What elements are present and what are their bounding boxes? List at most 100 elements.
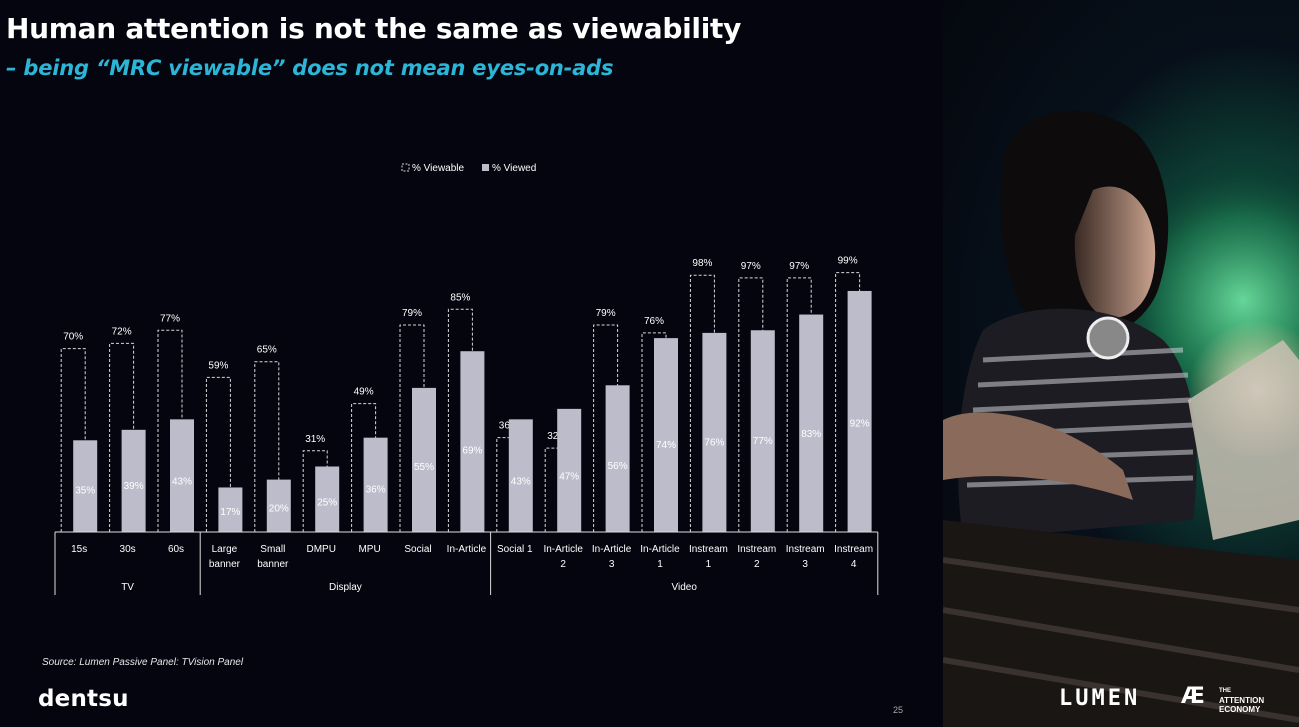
- viewed-value-label: 43%: [511, 476, 531, 487]
- slide-title: Human attention is not the same as viewa…: [6, 12, 742, 45]
- legend-label-viewable: % Viewable: [412, 163, 465, 174]
- viewed-bar: [702, 332, 727, 532]
- ae-text-top: THE: [1219, 688, 1231, 694]
- viewed-bar: [799, 314, 824, 532]
- x-tick-label: Instream: [786, 544, 825, 555]
- viewed-bar: [121, 429, 146, 532]
- viewed-value-label: 43%: [172, 476, 192, 487]
- viewable-value-label: 79%: [596, 308, 616, 319]
- legend-label-viewed: % Viewed: [492, 163, 536, 174]
- lumen-logo: LUMEN: [1059, 686, 1141, 711]
- x-tick-label: 4: [851, 559, 857, 570]
- x-tick-label: Social 1: [497, 544, 533, 555]
- viewable-value-label: 31%: [305, 434, 325, 445]
- x-tick-label: 1: [706, 559, 712, 570]
- x-tick-label: Instream: [834, 544, 873, 555]
- bar-chart: % Viewable % Viewed 70% 35% 72% 39% 77% 43% 59% 1…: [54, 163, 879, 595]
- ae-text-bot: ECONOMY: [1219, 705, 1261, 714]
- x-tick-label: MPU: [358, 544, 380, 555]
- viewed-value-label: 35%: [75, 486, 95, 497]
- viewable-value-label: 76%: [644, 316, 664, 327]
- legend-swatch-viewable: [401, 163, 410, 172]
- viewed-bar: [750, 330, 775, 532]
- viewable-bar-outline: [205, 376, 231, 532]
- x-tick-label: In-Article: [592, 544, 632, 555]
- viewed-value-label: 69%: [462, 446, 482, 457]
- viewable-bar-outline: [835, 272, 861, 532]
- x-tick-label: 1: [657, 559, 663, 570]
- viewed-value-label: 25%: [317, 498, 337, 509]
- viewed-bar: [508, 419, 533, 532]
- chart-legend: % Viewable % Viewed: [401, 163, 536, 174]
- viewed-bar: [315, 466, 340, 532]
- viewable-bar-outline: [447, 308, 473, 532]
- viewed-value-label: 36%: [366, 485, 386, 496]
- viewable-bar-outline: [254, 361, 280, 532]
- viewed-value-label: 76%: [704, 437, 724, 448]
- viewed-value-label: 17%: [220, 507, 240, 518]
- source-note: Source: Lumen Passive Panel: TVision Pan…: [42, 657, 244, 668]
- viewed-value-label: 77%: [753, 436, 773, 447]
- x-tick-label: 3: [802, 559, 808, 570]
- x-tick-label: 60s: [168, 544, 184, 555]
- group-label: Video: [671, 582, 697, 593]
- viewable-value-label: 85%: [450, 292, 470, 303]
- x-tick-label: In-Article: [543, 544, 583, 555]
- viewed-value-label: 55%: [414, 462, 434, 473]
- viewed-value-label: 20%: [269, 503, 289, 514]
- x-tick-label: In-Article: [447, 544, 487, 555]
- attention-economy-logo-mark: Æ: [1181, 684, 1205, 709]
- viewed-bar: [218, 487, 243, 532]
- viewed-value-label: 83%: [801, 429, 821, 440]
- viewed-value-label: 47%: [559, 472, 579, 483]
- viewed-value-label: 74%: [656, 440, 676, 451]
- viewable-value-label: 49%: [354, 387, 374, 398]
- viewable-value-label: 77%: [160, 313, 180, 324]
- viewable-value-label: 97%: [789, 261, 809, 272]
- dentsu-logo: dentsu: [38, 686, 129, 712]
- viewable-value-label: 98%: [692, 258, 712, 269]
- attention-economy-logo-text: THE ATTENTION ECONOMY: [1219, 687, 1279, 714]
- viewed-bar: [654, 338, 678, 532]
- viewed-bar: [266, 479, 291, 532]
- slide-subtitle: – being “MRC viewable” does not mean eye…: [6, 56, 614, 80]
- x-tick-label: Social: [404, 544, 431, 555]
- x-tick-label: banner: [257, 559, 289, 570]
- viewable-value-label: 99%: [838, 256, 858, 267]
- viewable-value-label: 79%: [402, 308, 422, 319]
- x-tick-label: 3: [609, 559, 615, 570]
- viewed-bar: [460, 351, 485, 532]
- viewable-value-label: 59%: [208, 360, 228, 371]
- viewed-bar: [170, 419, 194, 532]
- viewed-value-label: 39%: [124, 481, 144, 492]
- x-tick-label: 15s: [71, 544, 87, 555]
- x-tick-label: 2: [754, 559, 760, 570]
- viewable-value-label: 65%: [257, 345, 277, 356]
- viewable-value-label: 97%: [741, 261, 761, 272]
- x-tick-label: Large: [212, 544, 238, 555]
- x-tick-label: In-Article: [640, 544, 680, 555]
- ae-text-mid: ATTENTION: [1219, 696, 1265, 705]
- viewed-bar: [73, 440, 98, 532]
- viewed-bar: [412, 387, 436, 532]
- group-label: Display: [329, 582, 362, 593]
- x-tick-label: 30s: [120, 544, 136, 555]
- x-tick-label: Instream: [737, 544, 776, 555]
- group-label: TV: [121, 582, 134, 593]
- x-tick-label: banner: [209, 559, 241, 570]
- viewable-value-label: 72%: [112, 326, 132, 337]
- x-tick-label: Instream: [689, 544, 728, 555]
- viewed-bar: [605, 385, 630, 532]
- viewed-bar: [847, 290, 872, 532]
- x-tick-label: DMPU: [306, 544, 335, 555]
- viewable-value-label: 70%: [63, 332, 83, 343]
- x-tick-label: Small: [260, 544, 285, 555]
- viewable-bar-outline: [60, 348, 86, 532]
- viewed-value-label: 92%: [850, 419, 870, 430]
- viewed-bar: [557, 408, 582, 532]
- x-tick-label: 2: [560, 559, 566, 570]
- legend-swatch-viewed: [482, 164, 489, 171]
- woman-with-tablet-photo: LUMEN Æ THE ATTENTION ECONOMY: [943, 0, 1299, 727]
- page-number: 25: [893, 705, 904, 715]
- viewed-value-label: 56%: [608, 461, 628, 472]
